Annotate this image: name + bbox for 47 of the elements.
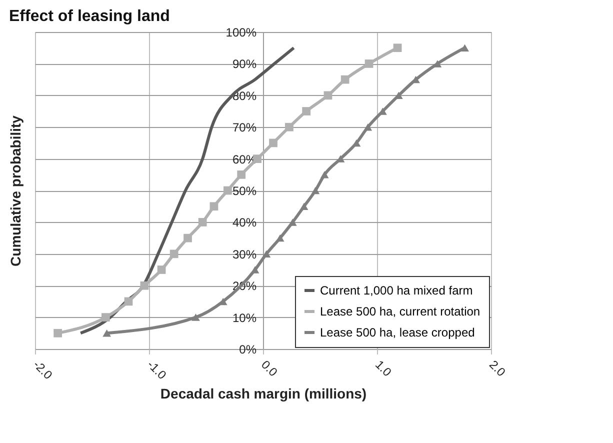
point	[269, 138, 278, 148]
y-tick-label: 70%	[232, 120, 257, 135]
point	[364, 60, 374, 68]
x-tick-label: 2.0	[486, 358, 508, 380]
point	[223, 186, 232, 195]
point	[320, 171, 329, 178]
point	[300, 202, 308, 210]
point	[324, 91, 332, 100]
point	[54, 328, 62, 338]
point	[102, 330, 112, 337]
y-tick-label: 50%	[232, 184, 257, 198]
point	[210, 202, 218, 211]
point	[285, 122, 294, 132]
y-tick-label: 40%	[232, 216, 257, 230]
x-tick-label: -2.0	[30, 358, 56, 382]
y-tick-label: 100%	[226, 26, 257, 40]
y-tick-label: 30%	[232, 247, 257, 262]
point	[311, 186, 320, 194]
point	[237, 170, 246, 179]
point	[140, 281, 149, 290]
point	[184, 234, 192, 242]
point	[157, 266, 166, 274]
legend-label: Lease 500 ha, lease cropped	[320, 326, 475, 340]
chart-title: Effect of leasing land	[9, 8, 170, 25]
point	[288, 218, 297, 226]
point	[124, 297, 133, 306]
y-tick-label: 90%	[232, 57, 257, 72]
x-tick-label: 1.0	[372, 358, 394, 380]
point	[393, 44, 402, 52]
y-axis-title: Cumulative probability	[8, 115, 24, 266]
x-tick-label: 0.0	[258, 358, 280, 380]
x-tick-label: -1.0	[144, 358, 170, 382]
legend-label: Lease 500 ha, current rotation	[320, 304, 480, 318]
x-axis-title: Decadal cash margin (millions)	[160, 385, 367, 402]
point	[460, 44, 469, 52]
y-tick-label: 0%	[239, 342, 257, 356]
point	[262, 250, 271, 258]
point	[198, 218, 207, 226]
point	[170, 250, 178, 258]
point	[364, 123, 372, 131]
point	[101, 313, 110, 322]
legend-label: Current 1,000 ha mixed farm	[320, 284, 473, 298]
point	[340, 75, 350, 84]
point	[302, 107, 311, 116]
y-tick-label: 10%	[232, 310, 257, 325]
point	[192, 314, 200, 321]
line-series	[79, 46, 296, 335]
